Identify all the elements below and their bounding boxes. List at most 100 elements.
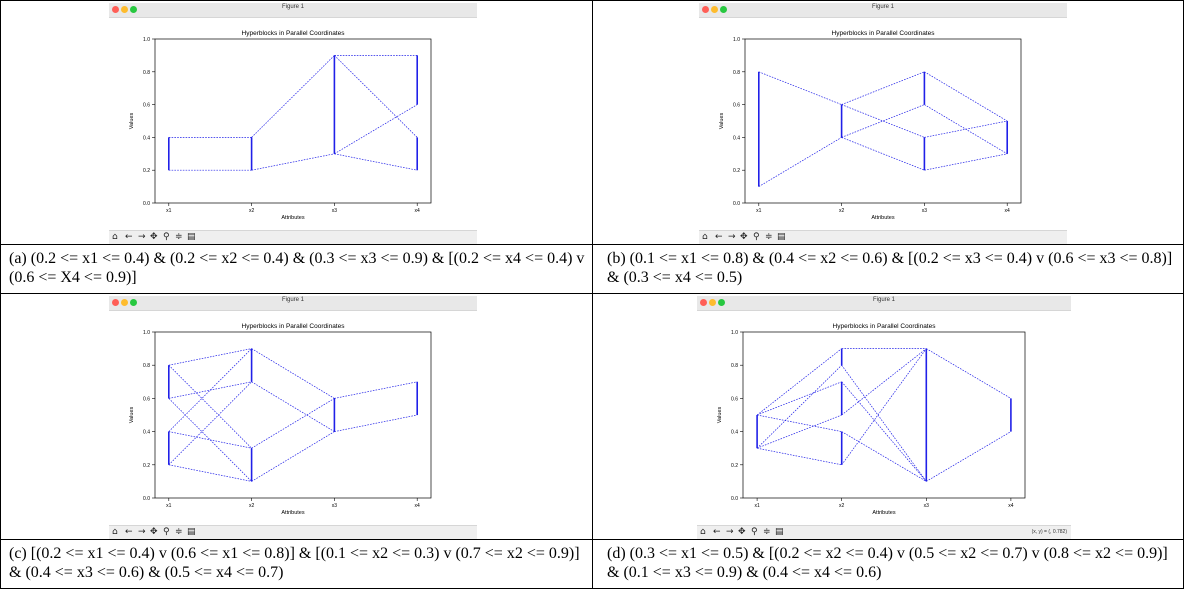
save-icon[interactable]: ▤ xyxy=(187,232,196,242)
back-icon[interactable]: ← xyxy=(125,527,133,537)
close-icon[interactable] xyxy=(112,6,119,13)
y-tick-label: 1.0 xyxy=(143,37,150,43)
y-tick-label: 0.0 xyxy=(143,201,150,207)
save-icon[interactable]: ▤ xyxy=(187,527,196,537)
zoom-icon[interactable]: ⚲ xyxy=(753,232,760,242)
home-icon[interactable]: ⌂ xyxy=(700,527,706,537)
y-tick-label: 0.4 xyxy=(731,430,738,436)
close-icon[interactable] xyxy=(700,299,707,306)
hyperblock-edge xyxy=(251,153,335,171)
hyperblock-edge xyxy=(926,348,1012,399)
zoom-icon[interactable]: ⚲ xyxy=(163,232,170,242)
maximize-icon[interactable] xyxy=(718,299,725,306)
caption-cell-c: (c) [(0.2 <= x1 <= 0.4) v (0.6 <= x1 <= … xyxy=(0,539,593,589)
y-tick-label: 0.2 xyxy=(143,168,150,174)
maximize-icon[interactable] xyxy=(720,6,727,13)
configure-icon[interactable]: ≑ xyxy=(175,527,183,537)
home-icon[interactable]: ⌂ xyxy=(702,232,708,242)
hyperblock-edge xyxy=(334,104,418,155)
y-axis-label: Values xyxy=(717,407,723,424)
hyperblock-edge xyxy=(251,348,335,399)
forward-icon[interactable]: → xyxy=(726,527,734,537)
maximize-icon[interactable] xyxy=(130,299,137,306)
x-tick-label: x2 xyxy=(249,503,255,509)
minimize-icon[interactable] xyxy=(121,6,128,13)
configure-icon[interactable]: ≑ xyxy=(765,232,773,242)
hyperblock-edge xyxy=(841,381,927,482)
hyperblock-edge xyxy=(334,381,418,399)
hyperblock-edge xyxy=(758,137,842,187)
y-tick-label: 0.2 xyxy=(731,463,738,469)
x-tick-label: x4 xyxy=(1005,208,1011,214)
figure-toolbar: ⌂ ← → ✥ ⚲ ≑ ▤ xyxy=(109,525,477,540)
hyperblock-edge xyxy=(251,381,335,432)
hyperblock-edge xyxy=(334,414,418,432)
y-tick-label: 0.0 xyxy=(733,201,740,207)
configure-icon[interactable]: ≑ xyxy=(763,527,771,537)
pan-icon[interactable]: ✥ xyxy=(738,527,746,537)
y-axis-label: Values xyxy=(719,113,725,130)
window-titlebar: Figure 1 xyxy=(109,296,477,311)
caption-a: (a) (0.2 <= x1 <= 0.4) & (0.2 <= x2 <= 0… xyxy=(9,250,589,286)
hyperblock-edge xyxy=(756,348,842,416)
home-icon[interactable]: ⌂ xyxy=(112,232,118,242)
chart-title: Hyperblocks in Parallel Coordinates xyxy=(833,323,937,330)
save-icon[interactable]: ▤ xyxy=(775,527,784,537)
hyperblock-edge xyxy=(756,381,842,416)
configure-icon[interactable]: ≑ xyxy=(175,232,183,242)
hyperblock-edge xyxy=(841,364,927,482)
x-tick-label: x4 xyxy=(1008,503,1014,509)
chart: Hyperblocks in Parallel Coordinates Attri… xyxy=(719,30,1022,221)
x-tick-label: x1 xyxy=(754,503,760,509)
x-tick-label: x3 xyxy=(922,208,928,214)
back-icon[interactable]: ← xyxy=(715,232,723,242)
caption-cell-d: (d) (0.3 <= x1 <= 0.5) & [(0.2 <= x2 <= … xyxy=(592,539,1184,589)
window-title: Figure 1 xyxy=(872,297,895,303)
hyperblock-edge xyxy=(841,71,925,105)
minimize-icon[interactable] xyxy=(121,299,128,306)
forward-icon[interactable]: → xyxy=(138,527,146,537)
x-tick-label: x1 xyxy=(756,208,762,214)
y-tick-label: 0.6 xyxy=(733,103,740,109)
x-tick-label: x4 xyxy=(415,503,421,509)
panel-a: Figure 1 Hyperblocks in Parallel Coordin… xyxy=(0,0,593,245)
x-tick-label: x3 xyxy=(924,503,930,509)
figure-window: Figure 1 Hyperblocks in Parallel Coordin… xyxy=(109,3,477,245)
caption-c: (c) [(0.2 <= x1 <= 0.4) v (0.6 <= x1 <= … xyxy=(9,545,584,581)
forward-icon[interactable]: → xyxy=(728,232,736,242)
close-icon[interactable] xyxy=(702,6,709,13)
y-tick-label: 0.2 xyxy=(733,168,740,174)
window-title: Figure 1 xyxy=(281,297,304,303)
plot-frame xyxy=(154,331,432,499)
chart-title: Hyperblocks in Parallel Coordinates xyxy=(242,323,346,330)
caption-cell-a: (a) (0.2 <= x1 <= 0.4) & (0.2 <= x2 <= 0… xyxy=(0,244,593,294)
y-tick-label: 0.6 xyxy=(731,396,738,402)
x-axis-label: Attributes xyxy=(871,215,894,221)
save-icon[interactable]: ▤ xyxy=(777,232,786,242)
plot-frame xyxy=(154,38,432,204)
zoom-icon[interactable]: ⚲ xyxy=(163,527,170,537)
zoom-icon[interactable]: ⚲ xyxy=(751,527,758,537)
maximize-icon[interactable] xyxy=(130,6,137,13)
pan-icon[interactable]: ✥ xyxy=(740,232,748,242)
x-tick-label: x1 xyxy=(166,208,172,214)
pan-icon[interactable]: ✥ xyxy=(150,527,158,537)
hyperblock-edge xyxy=(841,348,927,466)
y-axis-label: Values xyxy=(129,407,135,424)
home-icon[interactable]: ⌂ xyxy=(112,527,118,537)
back-icon[interactable]: ← xyxy=(125,232,133,242)
chart: Hyperblocks in Parallel Coordinates Attri… xyxy=(717,323,1026,516)
figure-window: Figure 1 Hyperblocks in Parallel Coordin… xyxy=(109,296,477,540)
hyperblock-edge xyxy=(841,137,925,171)
minimize-icon[interactable] xyxy=(711,6,718,13)
x-tick-label: x3 xyxy=(332,208,338,214)
close-icon[interactable] xyxy=(112,299,119,306)
y-tick-label: 1.0 xyxy=(733,37,740,43)
hyperblock-edge xyxy=(757,414,842,432)
forward-icon[interactable]: → xyxy=(138,232,146,242)
back-icon[interactable]: ← xyxy=(713,527,721,537)
chart: Hyperblocks in Parallel Coordinates Attri… xyxy=(129,30,432,221)
minimize-icon[interactable] xyxy=(709,299,716,306)
pan-icon[interactable]: ✥ xyxy=(150,232,158,242)
